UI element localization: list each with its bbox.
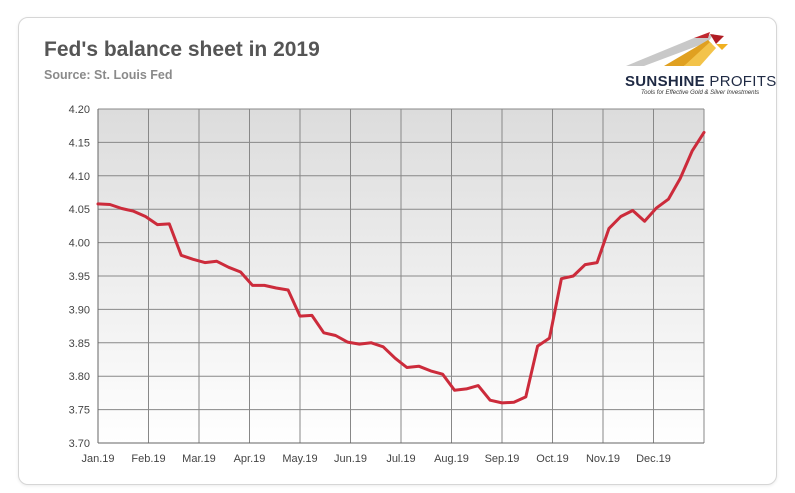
y-tick-label: 4.05 [69,204,90,216]
y-tick-label: 4.10 [69,171,90,183]
y-tick-label: 4.15 [69,137,90,149]
y-tick-label: 4.20 [69,104,90,116]
sunshine-profits-logo-icon [626,32,728,66]
x-tick-label: Apr.19 [234,453,266,465]
chart-source: Source: St. Louis Fed [44,68,173,82]
y-tick-label: 3.85 [69,338,90,350]
x-tick-label: Feb.19 [131,453,165,465]
logo-name-light: PROFITS [709,73,777,90]
y-tick-label: 3.90 [69,304,90,316]
logo-wordmark: SUNSHINE PROFITS [625,73,777,90]
y-tick-label: 4.00 [69,238,90,250]
x-tick-label: Oct.19 [536,453,568,465]
y-tick-label: 3.95 [69,271,90,283]
series-line [96,130,706,405]
x-tick-label: Aug.19 [434,453,469,465]
y-tick-label: 3.80 [69,371,90,383]
x-tick-label: Jul.19 [386,453,415,465]
chart-title: Fed's balance sheet in 2019 [44,38,320,61]
x-tick-label: Nov.19 [586,453,620,465]
x-tick-label: Jun.19 [334,453,367,465]
x-tick-label: Mar.19 [182,453,216,465]
logo-tagline: Tools for Effective Gold & Silver Invest… [641,90,760,96]
x-tick-label: Sep.19 [485,453,520,465]
y-tick-label: 3.70 [69,438,90,450]
x-tick-label: Dec.19 [636,453,671,465]
x-tick-label: Jan.19 [81,453,114,465]
y-tick-label: 3.75 [69,405,90,417]
logo-name-bold: SUNSHINE [625,73,705,90]
x-tick-label: May.19 [282,453,317,465]
